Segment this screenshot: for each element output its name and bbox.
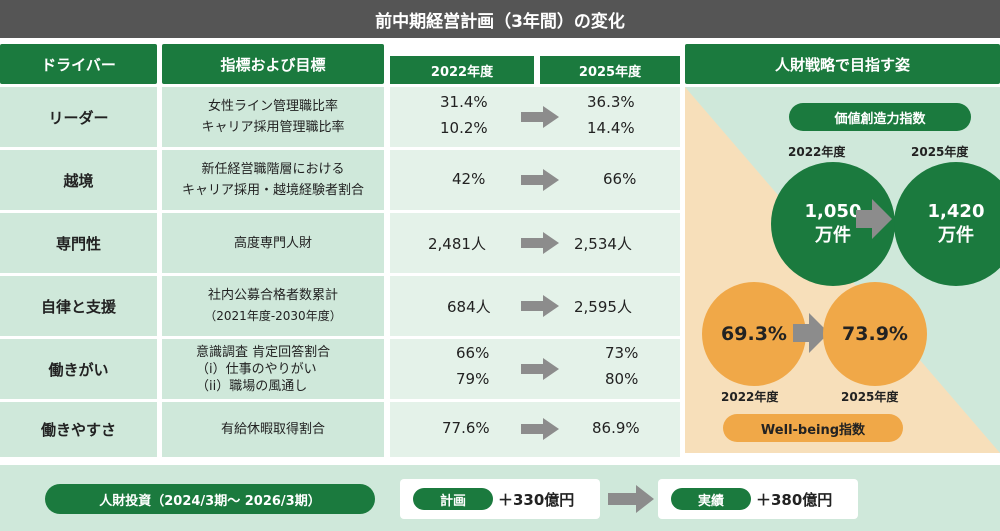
page-title: 前中期経営計画（3年間）の変化 <box>0 0 1000 38</box>
metric-leader: 女性ライン管理職比率 キャリア採用管理職比率 <box>162 87 384 147</box>
value-index-start-circle: 1,050 万件 <box>771 162 895 286</box>
metric-line: （2021年度-2030年度） <box>204 309 342 323</box>
right-arrow-icon <box>521 418 559 440</box>
metric-autonomy: 社内公募合格者数累計 （2021年度-2030年度） <box>162 276 384 336</box>
value-index-start-unit: 万件 <box>815 225 851 246</box>
header-driver: ドライバー <box>0 44 157 84</box>
header-strategy: 人財戦略で目指す姿 <box>685 44 1000 84</box>
actual-value: ＋380億円 <box>756 491 833 509</box>
value-end: 36.3% <box>587 93 635 111</box>
actual-box: 実績 ＋380億円 <box>658 479 858 519</box>
plan-value: ＋330億円 <box>498 491 575 509</box>
wellbeing-year-start: 2022年度 <box>721 390 779 404</box>
metric-line: キャリア採用管理職比率 <box>201 120 345 135</box>
right-arrow-icon <box>521 169 559 191</box>
value-start: 79% <box>456 370 490 388</box>
value-end: 80% <box>605 370 639 388</box>
value-end: 73% <box>605 344 639 362</box>
value-end: 2,595人 <box>574 298 632 316</box>
header-year-start: 2022年度 <box>390 56 534 84</box>
driver-autonomy: 自律と支援 <box>0 276 157 336</box>
value-start: 77.6% <box>442 419 490 437</box>
driver-leader: リーダー <box>0 87 157 147</box>
metric-work-comfort: 有給休暇取得割合 <box>162 402 384 457</box>
metric-line: （ii）職場の風通し <box>196 378 308 394</box>
investment-bar: 人財投資（2024/3期～ 2026/3期） 計画 ＋330億円 実績 ＋380… <box>0 465 1000 531</box>
metric-line: 女性ライン管理職比率 <box>207 99 338 114</box>
value-start: 10.2% <box>440 119 488 137</box>
actual-label: 実績 <box>671 488 751 510</box>
metric-crossover: 新任経営職階層における キャリア採用・越境経験者割合 <box>162 150 384 210</box>
value-index-year-end: 2025年度 <box>911 145 969 159</box>
right-arrow-icon <box>608 485 654 513</box>
value-index-label: 価値創造力指数 <box>789 103 971 131</box>
driver-engagement: 働きがい <box>0 339 157 399</box>
wellbeing-end-value: 73.9% <box>842 323 908 345</box>
driver-crossover: 越境 <box>0 150 157 210</box>
wellbeing-label: Well-being指数 <box>723 414 903 442</box>
value-start: 684人 <box>447 298 491 316</box>
values-leader: 31.4% 10.2% 36.3% 14.4% <box>390 87 680 147</box>
strategy-panel: 価値創造力指数 2022年度 2025年度 1,050 万件 1,420 万件 … <box>685 87 1000 453</box>
metric-expertise: 高度専門人財 <box>162 213 384 273</box>
plan-label: 計画 <box>413 488 493 510</box>
value-index-end-value: 1,420 <box>927 201 985 222</box>
metric-line: 社内公募合格者数累計 <box>207 288 338 303</box>
value-end: 66% <box>603 170 637 188</box>
right-arrow-icon <box>521 295 559 317</box>
metric-line: 新任経営職階層における <box>201 162 345 177</box>
value-start: 42% <box>452 170 486 188</box>
wellbeing-end-circle: 73.9% <box>823 282 927 386</box>
value-start: 2,481人 <box>428 235 486 253</box>
value-start: 66% <box>456 344 490 362</box>
metric-line: （i）仕事のやりがい <box>196 361 317 377</box>
value-index-year-start: 2022年度 <box>788 145 846 159</box>
header-metric: 指標および目標 <box>162 44 384 84</box>
driver-expertise: 専門性 <box>0 213 157 273</box>
value-end: 86.9% <box>592 419 640 437</box>
metric-line: キャリア採用・越境経験者割合 <box>181 183 364 198</box>
plan-box: 計画 ＋330億円 <box>400 479 600 519</box>
wellbeing-start-value: 69.3% <box>721 323 787 345</box>
investment-label: 人財投資（2024/3期～ 2026/3期） <box>45 484 375 514</box>
metric-line: 意識調査 肯定回答割合 <box>196 344 331 360</box>
right-arrow-icon <box>793 313 829 353</box>
value-index-end-unit: 万件 <box>938 225 974 246</box>
metric-line: 有給休暇取得割合 <box>220 422 325 437</box>
driver-work-comfort: 働きやすさ <box>0 402 157 457</box>
right-arrow-icon <box>856 199 892 239</box>
right-arrow-icon <box>521 232 559 254</box>
wellbeing-start-circle: 69.3% <box>702 282 806 386</box>
value-end: 2,534人 <box>574 235 632 253</box>
value-start: 31.4% <box>440 93 488 111</box>
header-year-end: 2025年度 <box>540 56 680 84</box>
wellbeing-year-end: 2025年度 <box>841 390 899 404</box>
metric-engagement: 意識調査 肯定回答割合 （i）仕事のやりがい （ii）職場の風通し <box>162 339 384 399</box>
value-index-start-value: 1,050 <box>804 201 862 222</box>
value-end: 14.4% <box>587 119 635 137</box>
right-arrow-icon <box>521 106 559 128</box>
value-index-end-circle: 1,420 万件 <box>894 162 1000 286</box>
right-arrow-icon <box>521 358 559 380</box>
metric-line: 高度専門人財 <box>233 235 312 251</box>
